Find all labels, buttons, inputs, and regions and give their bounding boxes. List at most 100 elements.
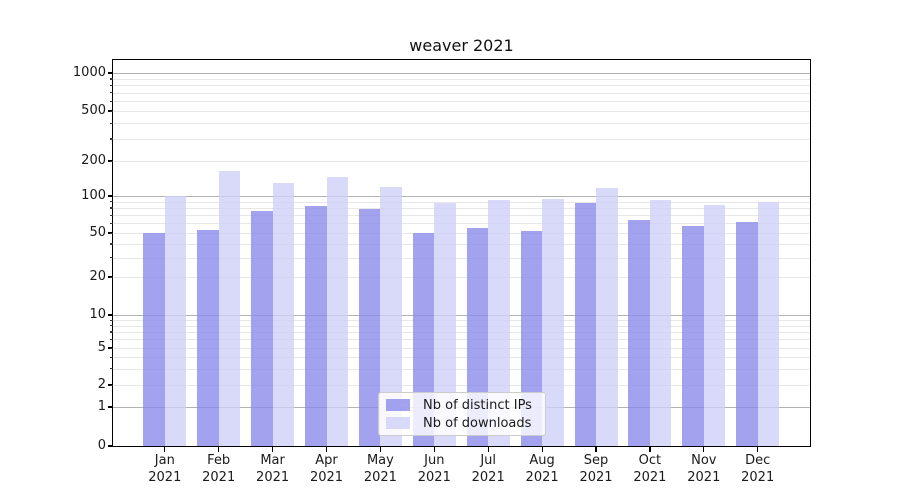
y-axis-tick-label: 0 bbox=[97, 438, 106, 453]
x-axis-label-apr-2021: Apr 2021 bbox=[295, 452, 359, 486]
minor-gridline bbox=[113, 78, 810, 80]
y-tick-mark bbox=[108, 314, 113, 316]
y-minor-tick-mark bbox=[110, 214, 113, 216]
x-axis-label-jun-2021: Jun 2021 bbox=[402, 452, 466, 486]
legend-swatch-downloads bbox=[386, 417, 410, 429]
y-minor-tick-mark bbox=[110, 138, 113, 140]
x-tick-mark bbox=[164, 447, 166, 452]
x-axis-label-may-2021: May 2021 bbox=[348, 452, 412, 486]
x-label-month: Jul bbox=[480, 453, 497, 468]
y-minor-tick-mark bbox=[110, 110, 113, 112]
x-label-year: 2021 bbox=[525, 470, 559, 485]
legend-item: Nb of distinct IPs bbox=[386, 398, 538, 413]
x-tick-mark bbox=[703, 447, 705, 452]
legend: Nb of distinct IPs Nb of downloads bbox=[378, 392, 546, 436]
y-minor-tick-mark bbox=[110, 92, 113, 94]
bar-downloads-sep bbox=[596, 187, 618, 446]
y-minor-tick-mark bbox=[110, 243, 113, 245]
bar-distinct-ips-apr bbox=[305, 205, 327, 446]
y-tick-mark bbox=[108, 406, 113, 408]
minor-gridline bbox=[113, 320, 810, 322]
x-label-year: 2021 bbox=[202, 470, 236, 485]
y-axis-tick-label: 50 bbox=[89, 225, 106, 240]
x-label-year: 2021 bbox=[633, 470, 667, 485]
y-axis-tick-label: 2 bbox=[97, 377, 106, 392]
bar-distinct-ips-jul bbox=[466, 227, 489, 446]
minor-gridline bbox=[113, 223, 810, 225]
minor-gridline bbox=[113, 339, 810, 341]
bar-distinct-ips-feb bbox=[197, 229, 219, 446]
minor-gridline bbox=[113, 257, 810, 259]
x-tick-mark bbox=[757, 447, 759, 452]
y-minor-tick-mark bbox=[110, 78, 113, 80]
legend-item: Nb of downloads bbox=[386, 416, 538, 431]
y-minor-tick-mark bbox=[110, 347, 113, 349]
plot-area bbox=[113, 60, 810, 446]
x-label-month: Oct bbox=[638, 453, 662, 468]
x-axis-label-aug-2021: Aug 2021 bbox=[510, 452, 574, 486]
bar-distinct-ips-may bbox=[358, 209, 381, 446]
y-minor-tick-mark bbox=[110, 384, 113, 386]
legend-swatch-distinct-ips bbox=[386, 399, 410, 411]
x-label-year: 2021 bbox=[579, 470, 613, 485]
x-tick-mark bbox=[541, 447, 543, 452]
y-minor-tick-mark bbox=[110, 232, 113, 234]
y-minor-tick-mark bbox=[110, 84, 113, 87]
minor-gridline bbox=[113, 201, 810, 203]
minor-gridline bbox=[113, 357, 810, 358]
x-label-month: Apr bbox=[315, 453, 338, 468]
y-minor-tick-mark bbox=[110, 338, 113, 341]
minor-gridline bbox=[113, 325, 810, 327]
minor-gridline bbox=[113, 368, 810, 370]
x-label-year: 2021 bbox=[363, 470, 397, 485]
minor-gridline bbox=[113, 85, 810, 87]
minor-gridline bbox=[113, 331, 810, 333]
x-axis-label-mar-2021: Mar 2021 bbox=[241, 452, 305, 486]
bar-distinct-ips-jan bbox=[143, 233, 165, 446]
x-label-year: 2021 bbox=[417, 470, 451, 485]
x-label-month: Nov bbox=[691, 453, 717, 468]
x-label-month: May bbox=[366, 453, 394, 468]
minor-gridline bbox=[113, 348, 810, 349]
major-gridline bbox=[113, 196, 810, 197]
y-minor-tick-mark bbox=[110, 222, 113, 225]
x-label-year: 2021 bbox=[309, 470, 344, 485]
y-minor-tick-mark bbox=[110, 356, 113, 358]
bar-distinct-ips-nov bbox=[682, 226, 704, 446]
x-axis-label-jan-2021: Jan 2021 bbox=[133, 452, 197, 486]
y-tick-mark bbox=[108, 195, 113, 197]
y-axis-tick-label: 500 bbox=[81, 103, 106, 118]
x-axis-label-sep-2021: Sep 2021 bbox=[564, 452, 628, 486]
x-tick-mark bbox=[379, 447, 382, 452]
y-tick-mark bbox=[108, 72, 113, 74]
bar-downloads-apr bbox=[326, 176, 348, 446]
minor-gridline bbox=[113, 123, 810, 125]
bar-downloads-dec bbox=[757, 201, 780, 446]
bar-downloads-feb bbox=[218, 170, 241, 446]
y-minor-tick-mark bbox=[110, 325, 113, 327]
major-gridline bbox=[113, 315, 810, 316]
y-axis-tick-label: 20 bbox=[89, 269, 106, 284]
legend-label: Nb of distinct IPs bbox=[423, 397, 532, 413]
x-label-year: 2021 bbox=[256, 470, 290, 485]
minor-gridline bbox=[113, 385, 810, 386]
minor-gridline bbox=[113, 207, 810, 209]
chart-title: weaver 2021 bbox=[409, 36, 514, 55]
bar-distinct-ips-dec bbox=[736, 221, 758, 446]
bar-downloads-jan bbox=[164, 196, 187, 446]
x-tick-mark bbox=[649, 447, 651, 452]
x-label-month: Dec bbox=[745, 453, 771, 468]
y-tick-mark bbox=[108, 445, 113, 447]
bar-distinct-ips-mar bbox=[251, 211, 273, 446]
x-tick-mark bbox=[325, 447, 328, 452]
bar-downloads-jul bbox=[488, 200, 510, 446]
x-tick-mark bbox=[433, 447, 435, 452]
x-tick-mark bbox=[272, 447, 274, 452]
bar-downloads-jun bbox=[434, 202, 456, 446]
x-label-month: Aug bbox=[529, 453, 555, 468]
x-label-month: Mar bbox=[260, 453, 285, 468]
x-label-year: 2021 bbox=[148, 470, 182, 485]
bar-downloads-may bbox=[380, 186, 402, 446]
bar-downloads-oct bbox=[649, 200, 672, 446]
